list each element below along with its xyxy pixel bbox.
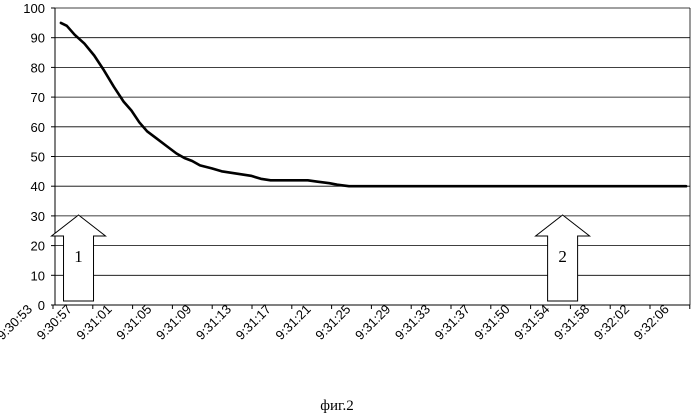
figure-caption: фиг.2 <box>320 398 353 414</box>
x-tick-labels: 9:30:539:30:579:31:019:31:059:31:099:31:… <box>0 302 672 343</box>
x-tick-label: 9:31:37 <box>432 302 473 343</box>
x-tick-label: 9:31:58 <box>551 302 592 343</box>
y-tick-label: 0 <box>38 298 45 313</box>
gridlines <box>55 8 690 275</box>
x-tick-label: 9:32:06 <box>631 302 672 343</box>
y-tick-label: 50 <box>31 150 45 165</box>
x-tick-label: 9:31:33 <box>392 302 433 343</box>
arrow-label: 1 <box>74 247 83 266</box>
y-tick-label: 30 <box>31 209 45 224</box>
series-line <box>61 23 686 186</box>
x-tick-label: 9:31:09 <box>153 302 194 343</box>
x-tick-label: 9:30:53 <box>0 302 35 343</box>
y-tick-label: 70 <box>31 90 45 105</box>
y-tick-label: 90 <box>31 31 45 46</box>
x-tick-label: 9:31:25 <box>312 302 353 343</box>
arrow-label: 2 <box>558 247 567 266</box>
y-tick-labels: 0 10 20 30 40 50 60 70 80 90 100 <box>23 1 45 313</box>
y-tick-label: 10 <box>31 268 45 283</box>
arrow-annotation: 2 <box>536 215 590 301</box>
x-tick-label: 9:31:13 <box>193 302 234 343</box>
x-tick-label: 9:32:02 <box>591 302 632 343</box>
series <box>61 23 686 186</box>
x-tick-label: 9:31:17 <box>233 302 274 343</box>
y-tick-label: 40 <box>31 179 45 194</box>
y-tick-label: 100 <box>23 1 45 16</box>
arrow-annotation: 1 <box>52 215 106 301</box>
x-tick-label: 9:31:05 <box>113 302 154 343</box>
arrow-annotations: 12 <box>52 215 590 301</box>
x-tick-label: 9:31:21 <box>272 302 313 343</box>
x-tick-label: 9:31:50 <box>471 302 512 343</box>
x-tick-label: 9:31:01 <box>73 302 114 343</box>
y-tick-label: 20 <box>31 239 45 254</box>
y-tick-label: 80 <box>31 60 45 75</box>
x-tick-label: 9:31:29 <box>352 302 393 343</box>
y-tick-label: 60 <box>31 120 45 135</box>
x-tick-label: 9:31:54 <box>511 302 552 343</box>
axes <box>51 8 690 309</box>
